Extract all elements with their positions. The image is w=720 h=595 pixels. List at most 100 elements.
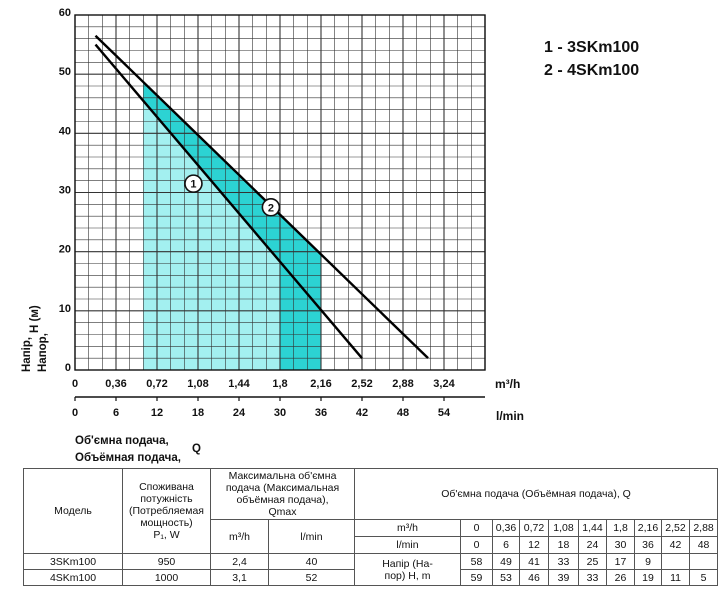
flow-lmin-cell: 24 [578,536,608,555]
power-header-line2: потужність [140,493,193,506]
head-cell [661,553,691,571]
x-tick-label-m3h: 3,24 [433,378,455,390]
x-tick-label-m3h: 0,72 [146,378,167,390]
table-row: 3SKm100 950 2,4 40 Напір (На- пор) H, m … [23,553,719,587]
y-axis-title-line2-wrap: Напор, [37,333,49,372]
power-cell: 950 [122,553,211,571]
flow-m3h-cell: 2,16 [634,519,663,538]
model-cell: 3SKm100 [23,553,123,571]
head-cell: 53 [492,569,521,587]
head-cell: 5 [689,569,719,587]
flow-header: Об'ємна подача (Объёмная подача), Q [354,467,719,521]
y-axis-symbol-wrap: H (м) [29,305,41,333]
head-label: Напір (На- пор) H, m [354,553,462,587]
x-tick-label-lmin: 6 [113,407,119,419]
model-cell: 4SKm100 [23,569,123,587]
qmax-header-line2: подача (Максимальная [225,482,340,495]
x-tick-label-lmin: 48 [397,407,409,419]
head-cell: 33 [578,569,608,587]
y-tick-label: 40 [59,125,71,137]
series-marker-2 [261,197,281,217]
flow-unit-lmin: l/min [354,536,462,555]
flow-lmin-cell: 12 [519,536,550,555]
x-tick-label-m3h: 0,36 [105,378,126,390]
y-tick-label: 30 [59,185,71,197]
flow-m3h-cell: 0 [460,519,494,538]
qmax-lmin-cell: 52 [267,569,356,587]
flow-lmin-cell: 30 [606,536,636,555]
x-tick-label-m3h: 1,08 [187,378,208,390]
y-axis-title-line2: Напор, [37,333,49,372]
flow-lmin-cell: 0 [460,536,494,555]
x-axis-title-line2: Объёмная подача, [75,452,181,464]
qmax-m3h-cell: 3,1 [210,569,269,587]
x-tick-label-lmin: 30 [274,407,286,419]
flow-m3h-cell: 1,44 [578,519,608,538]
flow-lmin-cell: 6 [492,536,521,555]
head-cell: 26 [606,569,636,587]
flow-lmin-cell: 48 [689,536,719,555]
qmax-unit-m3h: m³/h [210,519,269,555]
head-cell: 9 [634,553,663,571]
x-tick-label-lmin: 12 [151,407,163,419]
head-cell: 49 [492,553,521,571]
qmax-lmin-cell: 40 [267,553,356,571]
model-header: Модель [23,467,123,555]
y-tick-label: 60 [59,7,71,19]
recommended-range-bands [143,82,321,370]
x-tick-label-m3h: 2,52 [351,378,372,390]
x-axis-unit-lmin: l/min [496,409,524,423]
series-line-1 [94,43,363,359]
y-axis-title-line1-wrap: Напір, [21,337,33,372]
x-axis-symbol: Q [192,443,201,455]
y-tick-label: 0 [65,362,71,374]
x-tick-label-m3h: 0 [72,378,78,390]
series-marker-label-2: 2 [268,202,274,214]
x-tick-label-lmin: 36 [315,407,327,419]
flow-m3h-cell: 0,36 [492,519,521,538]
chart-grid [74,14,486,371]
qmax-header-line4: Qmax [268,506,297,519]
head-cell: 46 [519,569,550,587]
qmax-m3h-cell: 2,4 [210,553,269,571]
y-axis-symbol: H (м) [29,305,41,333]
flow-m3h-cell: 1,8 [606,519,636,538]
head-cell: 11 [661,569,691,587]
y-tick-label: 10 [59,303,71,315]
x-tick-label-lmin: 42 [356,407,368,419]
head-cell: 33 [548,553,580,571]
qmax-unit-lmin: l/min [267,519,356,555]
qmax-header-line3: объёмная подача), [236,494,329,507]
head-cell: 59 [460,569,494,587]
head-label-line1: Напір (На- [382,557,433,570]
head-cell: 25 [578,553,608,571]
series-markers: 12 [184,174,281,217]
flow-m3h-cell: 2,88 [689,519,719,538]
flow-m3h-cell: 1,08 [548,519,580,538]
series-line-2 [94,34,429,360]
flow-lmin-cell: 42 [661,536,691,555]
power-header-line4: мощность) [140,517,193,530]
x-tick-label-m3h: 2,16 [310,378,331,390]
x-axis-unit-m3h: m³/h [495,377,520,391]
head-cell: 39 [548,569,580,587]
plot-frame [74,14,486,371]
flow-lmin-cell: 36 [634,536,663,555]
x-tick-label-lmin: 24 [233,407,246,419]
table-row: 4SKm100 1000 3,1 52 59 53 46 39 33 26 19… [23,569,719,587]
x-tick-label-lmin: 0 [72,407,78,419]
x-tick-label-m3h: 1,44 [228,378,250,390]
legend-item-2: 2 - 4SKm100 [544,62,639,79]
series-marker-label-1: 1 [190,179,196,191]
head-cell: 19 [634,569,663,587]
legend-item-1: 1 - 3SKm100 [544,39,639,56]
qmax-header: Максимальна об'ємна подача (Максимальная… [209,467,356,521]
y-axis-title-line1: Напір, [21,337,33,372]
series-marker-1 [184,174,203,193]
flow-m3h-cell: 2,52 [661,519,691,538]
power-header-line1: Споживана [139,480,194,493]
head-cell [689,553,719,571]
x-tick-label-m3h: 2,88 [392,378,413,390]
